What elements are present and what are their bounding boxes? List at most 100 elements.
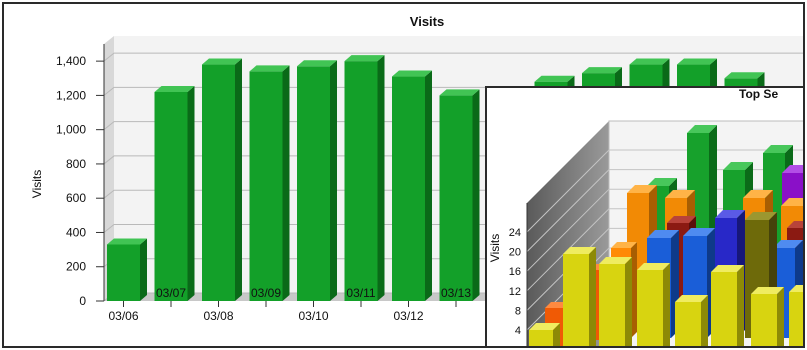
bar-top (439, 89, 480, 96)
y-tick-label: 600 (66, 191, 86, 205)
inset-bar-top (745, 212, 777, 220)
inset-bar-front (675, 302, 701, 346)
inset-bar-top (683, 228, 715, 236)
y-tick-label: 200 (66, 260, 86, 274)
x-tick-label: 03/12 (393, 309, 423, 323)
bar-front (297, 66, 330, 301)
bar (439, 89, 480, 302)
bar-top (724, 72, 765, 79)
inset-bar-top (789, 285, 803, 292)
bar-top (582, 67, 622, 74)
inset-y-tick-label: 24 (509, 227, 521, 239)
x-tick-label: 03/13 (441, 286, 471, 300)
x-tick-label: 03/10 (298, 309, 328, 323)
inset-bar-top (763, 145, 793, 153)
inset-bar-top (529, 323, 560, 330)
inset-bar-top (665, 190, 695, 198)
inset-bar-side (804, 165, 805, 293)
x-tick-label: 03/06 (108, 309, 138, 323)
inset-bar-side (803, 198, 805, 296)
inset-bar-front (563, 254, 589, 346)
bar-front (439, 95, 473, 302)
top-searches-chart-svg: Top Se Visits 4 8 12 16 20 24 (488, 88, 805, 346)
y-tick-label: 1,200 (56, 88, 86, 102)
top-searches-chart: Top Se Visits 4 8 12 16 20 24 (485, 86, 805, 346)
bar-side (377, 55, 385, 302)
inset-bar-top (637, 263, 670, 270)
gridline (103, 52, 803, 62)
inset-bar (789, 285, 803, 346)
inset-bar-side (663, 263, 670, 346)
inset-bar-side (553, 323, 560, 346)
inset-bar (599, 257, 632, 346)
bar-top (629, 58, 670, 65)
bar-side (330, 60, 337, 302)
inset-bar-side (625, 257, 632, 346)
inset-bar-top (743, 190, 773, 198)
inset-bar-top (599, 257, 632, 264)
bar (154, 85, 195, 302)
bar (202, 58, 242, 302)
bar-top (107, 238, 147, 245)
y-axis-label: Visits (30, 170, 44, 198)
inset-bar-side (589, 247, 596, 346)
inset-bar-top (773, 240, 803, 248)
inset-bar-top (647, 230, 679, 238)
inset-bar (637, 263, 670, 346)
inset-bar-front (529, 330, 553, 346)
bar-top (534, 75, 575, 82)
inset-y-tick-label: 4 (515, 325, 521, 337)
y-tick-label: 1,000 (56, 123, 86, 137)
bar-top (154, 85, 195, 92)
inset-bar (675, 295, 708, 346)
bar-side (140, 238, 147, 301)
bar (392, 70, 432, 301)
bar (249, 65, 290, 301)
inset-bar (711, 265, 744, 346)
inset-bar-top (723, 162, 753, 170)
bar-front (107, 244, 140, 301)
inset-bar-front (789, 292, 803, 346)
inset-bar-top (781, 198, 803, 206)
inset-bar-top (782, 165, 803, 173)
bar-side (187, 85, 195, 302)
inset-bar-front (711, 272, 737, 346)
bar-front (154, 91, 188, 302)
bar-side (425, 70, 432, 301)
bar-top (677, 58, 717, 65)
inset-bar-top (563, 247, 596, 254)
inset-bar-front (637, 270, 663, 346)
x-tick-label: 03/07 (156, 286, 186, 300)
x-tick-label: 03/08 (203, 309, 233, 323)
y-tick-label: 800 (66, 157, 86, 171)
bar (344, 55, 385, 302)
inset-y-axis-label: Visits (488, 234, 502, 262)
bar-front (202, 64, 235, 301)
inset-y-tick-label: 16 (509, 266, 521, 278)
bar-side (282, 65, 290, 301)
y-tick-label: 400 (66, 225, 86, 239)
inset-bar-top (611, 242, 637, 248)
inset-bar-top (627, 185, 657, 193)
inset-bar-top (711, 265, 744, 272)
bar-front (249, 71, 283, 301)
bar-top (392, 70, 432, 77)
bar-side (235, 58, 242, 302)
bar (107, 238, 147, 301)
inset-bar-top (687, 125, 717, 133)
x-tick-label: 03/09 (251, 286, 281, 300)
inset-y-tick-label: 12 (509, 286, 521, 298)
bar-side (472, 89, 480, 302)
inset-gridline (526, 149, 803, 233)
inset-bar-top (647, 178, 677, 186)
inset-bar-top (715, 210, 745, 218)
inset-y-tick-label: 20 (509, 247, 521, 259)
bar-front (344, 61, 378, 302)
inset-bar-top (667, 216, 696, 223)
inset-bar-side (631, 242, 637, 338)
bar-top (297, 60, 337, 67)
inset-bar (751, 287, 784, 346)
inset-bar-top (787, 221, 803, 228)
chart-title: Visits (410, 14, 444, 29)
